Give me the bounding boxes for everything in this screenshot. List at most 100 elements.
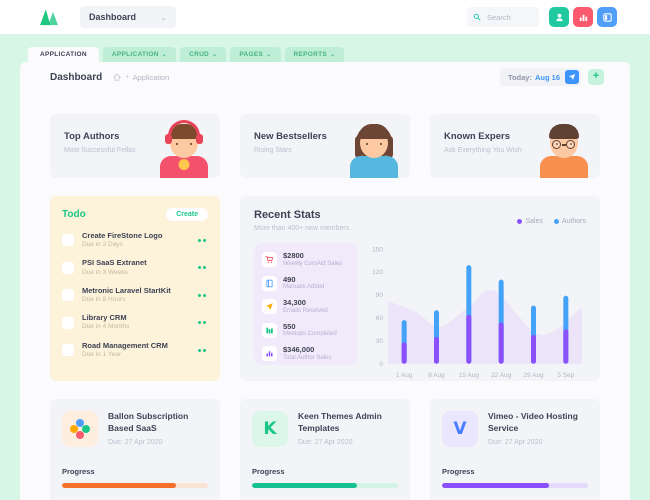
search-box[interactable] bbox=[467, 7, 539, 27]
vimeo-logo-icon: V bbox=[442, 411, 478, 447]
card-title: Known Expers bbox=[444, 131, 510, 142]
todo-item-title: Metronic Laravel StartKit bbox=[82, 285, 171, 295]
card-vimeo[interactable]: V Vimeo - Video Hosting Service Due: 27 … bbox=[430, 399, 600, 500]
chart-legend: Sales Authors bbox=[517, 209, 586, 232]
chevron-down-icon: ⌄ bbox=[160, 12, 167, 22]
progress-label: Progress bbox=[442, 467, 475, 476]
todo-checkbox[interactable] bbox=[62, 289, 74, 302]
legend-sales[interactable]: Sales bbox=[517, 211, 543, 232]
add-button[interactable]: + bbox=[588, 69, 604, 85]
keen-logo-icon: K bbox=[252, 411, 288, 447]
search-input[interactable] bbox=[485, 11, 533, 23]
project-due: Due: 27 Apr 2020 bbox=[298, 438, 353, 446]
stat-row: 550 Meetups Completed bbox=[262, 322, 350, 340]
recent-stats-chart: 0 30 60 90 120 150 1 Aug 8 Aug 15 Aug 22 Aug 29 Au… bbox=[368, 243, 586, 380]
card-known-expers[interactable]: Known Expers Ask Everything You Wish bbox=[430, 114, 600, 178]
tab-pages[interactable]: PAGES ⌄ bbox=[230, 47, 281, 62]
chevron-down-icon: ⌄ bbox=[161, 51, 168, 58]
stat-label: Manuals Added bbox=[283, 284, 325, 291]
todo-item-menu[interactable] bbox=[196, 237, 209, 244]
todo-item-menu[interactable] bbox=[196, 292, 209, 299]
progress-track bbox=[442, 483, 588, 488]
svg-text:1 Aug: 1 Aug bbox=[396, 372, 413, 379]
legend-dot-authors bbox=[553, 219, 559, 224]
svg-text:0: 0 bbox=[379, 361, 383, 368]
stat-label: Meetups Completed bbox=[283, 331, 337, 338]
todo-item-menu[interactable] bbox=[196, 347, 209, 354]
card-ballon-saas[interactable]: Ballon Subscription Based SaaS Due: 27 A… bbox=[50, 399, 220, 500]
todo-item-menu[interactable] bbox=[196, 319, 209, 326]
stats-summary-panel: $2800 Weekly CorsAid Sales 490 Manuals A… bbox=[254, 243, 358, 365]
stacked-bar-chart: 0 30 60 90 120 150 1 Aug 8 Aug 15 Aug 22 Aug 29 Au… bbox=[372, 246, 582, 379]
stat-label: Emails Received bbox=[283, 307, 328, 314]
todo-checkbox[interactable] bbox=[62, 316, 74, 329]
todo-item: Create FireStone Logo Due in 2 Days bbox=[62, 231, 208, 250]
todo-item: Metronic Laravel StartKit Due in 8 Hours bbox=[62, 286, 208, 305]
legend-authors[interactable]: Authors bbox=[553, 211, 586, 232]
progress-label: Progress bbox=[252, 467, 285, 476]
project-title: Vimeo - Video Hosting Service bbox=[488, 411, 578, 433]
tab-application-active[interactable]: APPLICATION bbox=[28, 47, 99, 62]
progress-fill bbox=[62, 483, 176, 488]
user-button[interactable] bbox=[549, 7, 569, 27]
clover-icon bbox=[62, 411, 98, 447]
avatar-man-glasses-illustration bbox=[536, 106, 592, 178]
home-icon[interactable] bbox=[112, 72, 122, 82]
tab-reports[interactable]: REPORTS ⌄ bbox=[284, 47, 345, 62]
todo-widget: Todo Create Create FireStone Logo Due in… bbox=[50, 196, 220, 381]
card-top-authors[interactable]: Top Authors Most Successful Fellas bbox=[50, 114, 220, 178]
todo-item-title: Road Management CRM bbox=[82, 340, 168, 350]
workspace-label: Dashboard bbox=[89, 12, 137, 22]
todo-checkbox[interactable] bbox=[62, 261, 74, 274]
stats-button[interactable] bbox=[573, 7, 593, 27]
svg-text:29 Aug: 29 Aug bbox=[523, 372, 544, 379]
today-date-button[interactable]: Today: Aug 16 bbox=[499, 68, 581, 86]
todo-checkbox[interactable] bbox=[62, 234, 74, 247]
bar-chart-icon bbox=[579, 14, 587, 21]
card-keen-themes[interactable]: K Keen Themes Admin Templates Due: 27 Ap… bbox=[240, 399, 410, 500]
send-icon bbox=[262, 299, 277, 315]
card-subtitle: Ask Everything You Wish bbox=[444, 147, 522, 154]
tab-crud[interactable]: CRUD ⌄ bbox=[180, 47, 227, 62]
todo-item-menu[interactable] bbox=[196, 264, 209, 271]
breadcrumb-separator: • bbox=[126, 73, 129, 81]
tab-application-menu[interactable]: APPLICATION ⌄ bbox=[102, 47, 177, 62]
stat-row: 490 Manuals Added bbox=[262, 275, 350, 293]
todo-title: Todo bbox=[62, 209, 86, 220]
svg-text:150: 150 bbox=[372, 246, 383, 253]
project-due: Due: 27 Apr 2020 bbox=[488, 438, 543, 446]
stats-title: Recent Stats bbox=[254, 209, 321, 221]
card-subtitle: Most Successful Fellas bbox=[64, 147, 136, 154]
todo-checkbox[interactable] bbox=[62, 344, 74, 356]
today-date-value: Aug 16 bbox=[534, 72, 560, 82]
svg-text:60: 60 bbox=[376, 315, 384, 322]
todo-item-due: Due in 2 Days bbox=[82, 241, 123, 249]
project-title: Keen Themes Admin Templates bbox=[298, 411, 382, 433]
cart-icon bbox=[262, 252, 277, 268]
layout-button[interactable] bbox=[597, 7, 617, 27]
layout-icon bbox=[602, 12, 612, 22]
bar-chart-icon bbox=[262, 346, 277, 362]
svg-text:120: 120 bbox=[372, 269, 383, 276]
svg-text:15 Aug: 15 Aug bbox=[459, 372, 480, 379]
todo-item-title: Library CRM bbox=[82, 313, 127, 323]
todo-item-title: PSI SaaS Extranet bbox=[82, 258, 147, 268]
stat-value: 550 bbox=[283, 321, 296, 331]
project-title: Ballon Subscription Based SaaS bbox=[108, 411, 189, 433]
app-logo-icon bbox=[40, 9, 58, 26]
todo-item-due: Due in 4 Months bbox=[82, 323, 130, 331]
book-icon bbox=[262, 275, 277, 291]
stat-value: 490 bbox=[283, 274, 296, 284]
stat-label: Weekly CorsAid Sales bbox=[283, 260, 343, 267]
svg-text:8 Aug: 8 Aug bbox=[428, 372, 445, 379]
avatar-girl-illustration bbox=[346, 106, 402, 178]
card-new-bestsellers[interactable]: New Bestsellers Rising Stars bbox=[240, 114, 410, 178]
create-button[interactable]: Create bbox=[166, 208, 208, 221]
todo-item: PSI SaaS Extranet Due in 3 Weeks bbox=[62, 258, 208, 277]
svg-text:30: 30 bbox=[376, 338, 384, 345]
card-title: New Bestsellers bbox=[254, 131, 327, 142]
workspace-selector[interactable]: Dashboard ⌄ bbox=[80, 6, 176, 28]
card-subtitle: Rising Stars bbox=[254, 147, 292, 154]
breadcrumb-section[interactable]: Application bbox=[132, 72, 170, 82]
user-icon bbox=[555, 13, 563, 21]
